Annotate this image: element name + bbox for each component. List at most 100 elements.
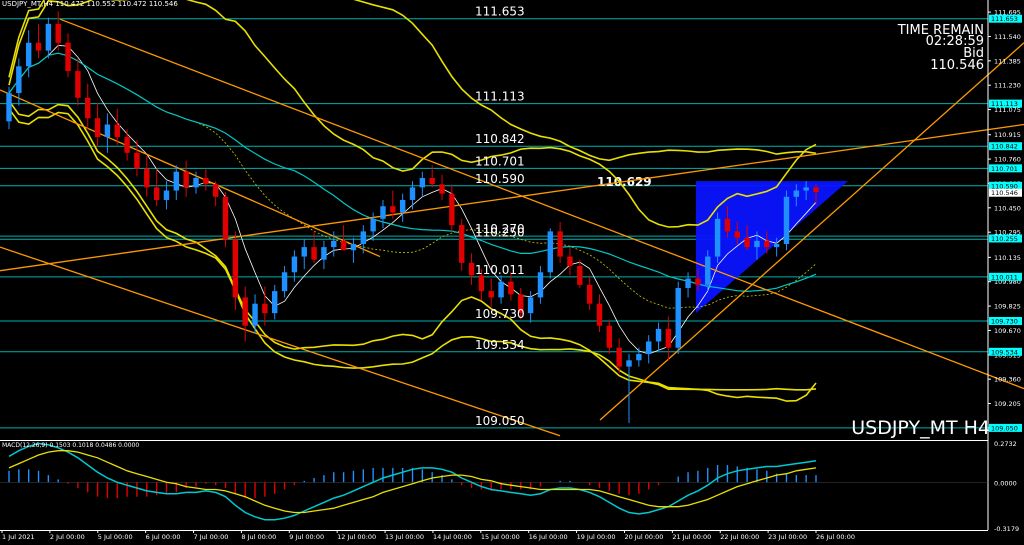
time-axis-label: 20 Jul 00:00 xyxy=(624,533,663,541)
candle-body xyxy=(478,275,485,292)
candle-body xyxy=(242,297,248,326)
price-tag-label: 111.113 xyxy=(991,100,1018,108)
time-axis-label: 7 Jul 00:00 xyxy=(194,533,229,541)
candle-body xyxy=(783,196,790,244)
time-axis-label: 9 Jul 00:00 xyxy=(289,533,324,541)
time-axis-label: 21 Jul 00:00 xyxy=(672,533,711,541)
bb-lower-40 xyxy=(8,108,817,391)
candle-body xyxy=(439,184,445,194)
price-tag-label: 110.842 xyxy=(991,143,1018,151)
price-axis: 111.695 111.540 111.385 111.230 111.075 110.9… xyxy=(0,0,1022,531)
candle-body xyxy=(183,171,189,188)
trendline xyxy=(0,89,381,258)
bid-value: 110.546 xyxy=(930,58,984,73)
macd-axis-label: 0.2732 xyxy=(994,440,1017,448)
price-tag xyxy=(989,14,1022,23)
time-remain-label: TIME REMAIN xyxy=(897,23,984,38)
indicator-lines xyxy=(0,0,1024,437)
candle-body xyxy=(163,190,170,200)
price-tag-label: 110.590 xyxy=(991,182,1018,190)
bb-upper-40 xyxy=(8,0,817,162)
price-axis-label: 109.825 xyxy=(994,303,1021,311)
price-axis-label: 109.205 xyxy=(994,400,1021,408)
level-label: 109.050 xyxy=(475,414,525,428)
time-axis-label: 22 Jul 00:00 xyxy=(720,533,759,541)
price-tag-label: 111.653 xyxy=(991,15,1018,23)
chart-info-label: USDJPY_MT,H4 110.472 110.552 110.472 110… xyxy=(2,0,178,8)
candle-body xyxy=(6,93,12,122)
candle-body xyxy=(518,294,524,314)
candle-body xyxy=(577,265,583,285)
candle-body xyxy=(94,118,101,138)
candle-body xyxy=(301,247,307,257)
candle-body xyxy=(370,218,376,232)
price-tag-label: 109.050 xyxy=(991,424,1018,432)
time-axis-label: 14 Jul 00:00 xyxy=(433,533,472,541)
candle-body xyxy=(380,206,386,219)
bid-label: Bid xyxy=(963,46,984,61)
candle-body xyxy=(655,328,662,342)
candle-body xyxy=(252,303,258,326)
price-tag xyxy=(989,164,1022,173)
candle-body xyxy=(695,278,701,285)
candle-body xyxy=(596,303,603,326)
candle-body xyxy=(419,177,426,188)
candle-body xyxy=(35,42,42,51)
candle-body xyxy=(232,239,239,298)
candle-body xyxy=(85,97,91,119)
price-tag-label: 110.255 xyxy=(991,235,1018,243)
macd-info-label: MACD(12,26,9) 0.1503 0.1018 0.0486 0.000… xyxy=(2,442,140,449)
candle-body xyxy=(744,237,750,248)
bb-middle xyxy=(8,52,817,309)
price-axis-label: 110.135 xyxy=(994,254,1021,262)
price-axis-label: 111.385 xyxy=(994,57,1021,65)
time-axis-label: 23 Jul 00:00 xyxy=(768,533,807,541)
current-price-tag xyxy=(989,188,1022,197)
candle-body xyxy=(124,137,130,153)
time-axis-label: 15 Jul 00:00 xyxy=(481,533,520,541)
candle-body xyxy=(65,42,71,72)
level-label: 110.270 xyxy=(475,222,525,236)
candle-body xyxy=(75,71,81,98)
level-label: 109.534 xyxy=(475,338,525,352)
time-axis-label: 16 Jul 00:00 xyxy=(529,533,568,541)
time-axis-label: 6 Jul 00:00 xyxy=(146,533,181,541)
price-axis-label: 110.450 xyxy=(994,204,1021,212)
bb-upper-20 xyxy=(8,0,817,228)
trendline xyxy=(59,18,1024,390)
macd-axis-label: -0.3179 xyxy=(994,525,1019,533)
level-label: 109.730 xyxy=(475,307,525,321)
candle-body xyxy=(16,66,22,94)
trendline xyxy=(0,123,1024,272)
candle-body xyxy=(104,124,111,138)
price-tag xyxy=(989,99,1022,108)
time-axis-label: 2 Jul 00:00 xyxy=(50,533,85,541)
time-axis-label: 12 Jul 00:00 xyxy=(337,533,376,541)
candle-body xyxy=(754,240,760,248)
price-tag-label: 110.011 xyxy=(991,273,1018,281)
candle-body xyxy=(331,240,337,248)
candle-body xyxy=(793,190,800,197)
price-axis-label: 109.360 xyxy=(994,376,1021,384)
candle-body xyxy=(429,177,435,185)
candle-body xyxy=(557,231,563,257)
price-axis-label: 111.695 xyxy=(994,9,1021,17)
candle-body xyxy=(616,347,622,367)
candle-body xyxy=(321,247,327,260)
macd-main-line xyxy=(8,442,817,521)
candle-body xyxy=(665,328,672,348)
candle-body xyxy=(311,247,317,260)
candle-body xyxy=(645,341,652,355)
candle-body xyxy=(203,177,209,185)
price-axis-label: 110.295 xyxy=(994,229,1021,237)
long-ma xyxy=(8,52,817,293)
time-remain-value: 02:28:59 xyxy=(925,34,984,49)
price-axis-label: 111.075 xyxy=(994,106,1021,114)
time-axis: 1 Jul 2021 2 Jul 00:00 5 Jul 00:00 6 Jul 00… xyxy=(1,530,855,541)
candlesticks xyxy=(6,11,819,424)
candle-body xyxy=(409,187,416,200)
candle-body xyxy=(537,272,544,298)
candle-body xyxy=(399,199,406,213)
